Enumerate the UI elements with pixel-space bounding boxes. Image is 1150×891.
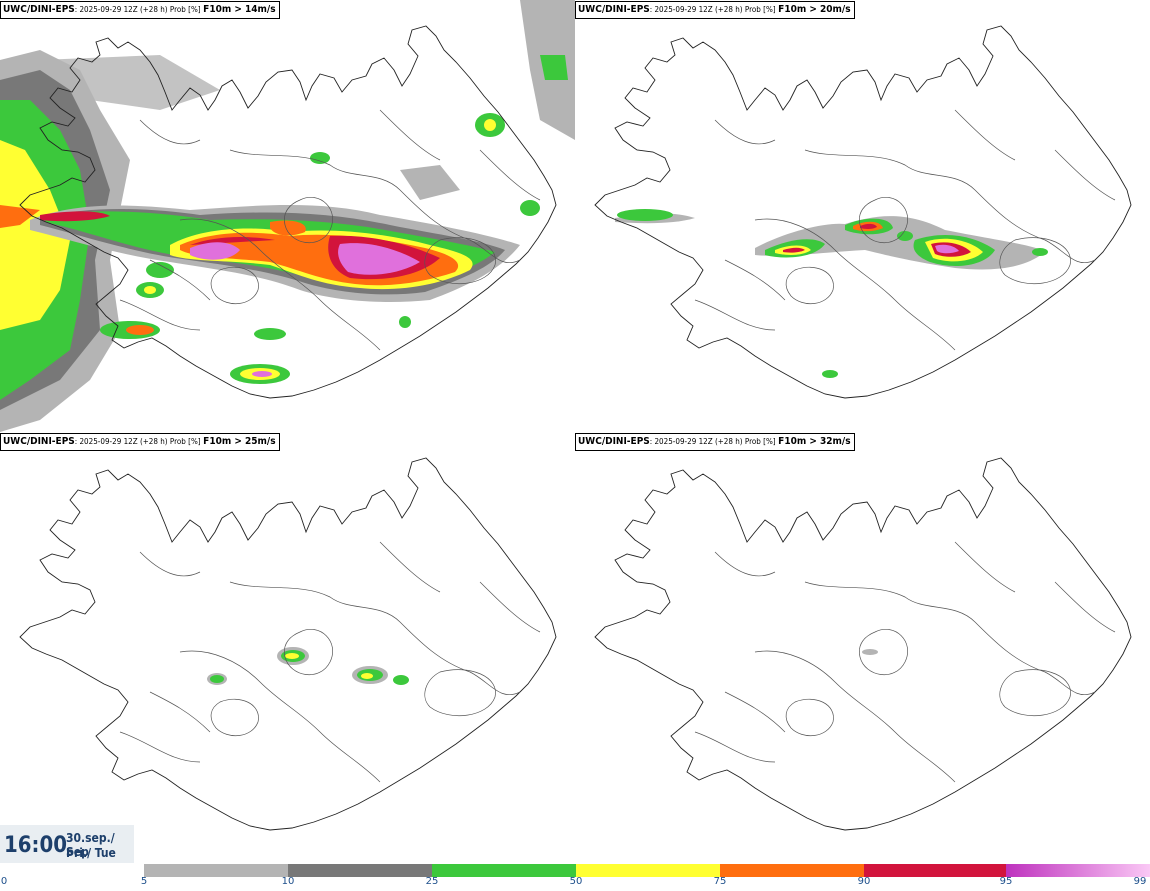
map-panel-20ms: UWC/DINI-EPS: 2025-09-29 12Z (+28 h) Pro… xyxy=(575,0,1150,432)
model-name: UWC/DINI-EPS xyxy=(578,4,650,15)
probability-map-14ms xyxy=(0,0,575,432)
colorbar-segment-5-10 xyxy=(144,864,288,877)
model-name: UWC/DINI-EPS xyxy=(578,436,650,447)
run-meta: : 2025-09-29 12Z (+28 h) Prob [%] xyxy=(74,5,201,14)
panel-title: UWC/DINI-EPS: 2025-09-29 12Z (+28 h) Pro… xyxy=(575,1,855,19)
valid-date: 30.sep./ Sep xyxy=(66,831,115,859)
run-meta: : 2025-09-29 12Z (+28 h) Prob [%] xyxy=(74,437,201,446)
panel-title: UWC/DINI-EPS: 2025-09-29 12Z (+28 h) Pro… xyxy=(575,433,855,451)
colorbar-segment-25-50 xyxy=(432,864,576,877)
colorbar-tick: 5 xyxy=(140,876,148,887)
colorbar-segment-95-99 xyxy=(1006,864,1150,877)
map-panel-25ms: UWC/DINI-EPS: 2025-09-29 12Z (+28 h) Pro… xyxy=(0,432,575,864)
colorbar-tick: 25 xyxy=(425,876,439,887)
valid-time-box: 16:00 30.sep./ Sep Þri./ Tue xyxy=(0,825,134,863)
threshold-label: F10m > 25m/s xyxy=(203,436,276,447)
probability-map-20ms xyxy=(594,25,1132,399)
map-panel-14ms: UWC/DINI-EPS: 2025-09-29 12Z (+28 h) Pro… xyxy=(0,0,575,432)
probability-map-32ms xyxy=(594,457,1132,831)
panel-title: UWC/DINI-EPS: 2025-09-29 12Z (+28 h) Pro… xyxy=(0,433,280,451)
colorbar-tick: 0 xyxy=(0,876,8,887)
colorbar-tick: 75 xyxy=(713,876,727,887)
colorbar-segment-50-75 xyxy=(576,864,720,877)
colorbar-tick: 10 xyxy=(281,876,295,887)
colorbar-segment-75-90 xyxy=(720,864,864,877)
threshold-label: F10m > 32m/s xyxy=(778,436,851,447)
colorbar-tick: 95 xyxy=(999,876,1013,887)
valid-weekday: Þri./ Tue xyxy=(66,846,116,860)
colorbar-tick: 90 xyxy=(857,876,871,887)
probability-colorbar: 0 5 10 25 50 75 90 95 99 xyxy=(0,862,1150,891)
probability-map-25ms xyxy=(19,457,557,831)
colorbar-tick: 99 xyxy=(1133,876,1147,887)
model-name: UWC/DINI-EPS xyxy=(3,436,75,447)
threshold-label: F10m > 20m/s xyxy=(778,4,851,15)
run-meta: : 2025-09-29 12Z (+28 h) Prob [%] xyxy=(649,437,776,446)
colorbar-segment-90-95 xyxy=(864,864,1006,877)
run-meta: : 2025-09-29 12Z (+28 h) Prob [%] xyxy=(649,5,776,14)
panel-title: UWC/DINI-EPS: 2025-09-29 12Z (+28 h) Pro… xyxy=(0,1,280,19)
valid-time: 16:00 xyxy=(4,833,68,858)
colorbar-segment-10-25 xyxy=(288,864,432,877)
map-panel-32ms: UWC/DINI-EPS: 2025-09-29 12Z (+28 h) Pro… xyxy=(575,432,1150,864)
model-name: UWC/DINI-EPS xyxy=(3,4,75,15)
colorbar-tick: 50 xyxy=(569,876,583,887)
threshold-label: F10m > 14m/s xyxy=(203,4,276,15)
